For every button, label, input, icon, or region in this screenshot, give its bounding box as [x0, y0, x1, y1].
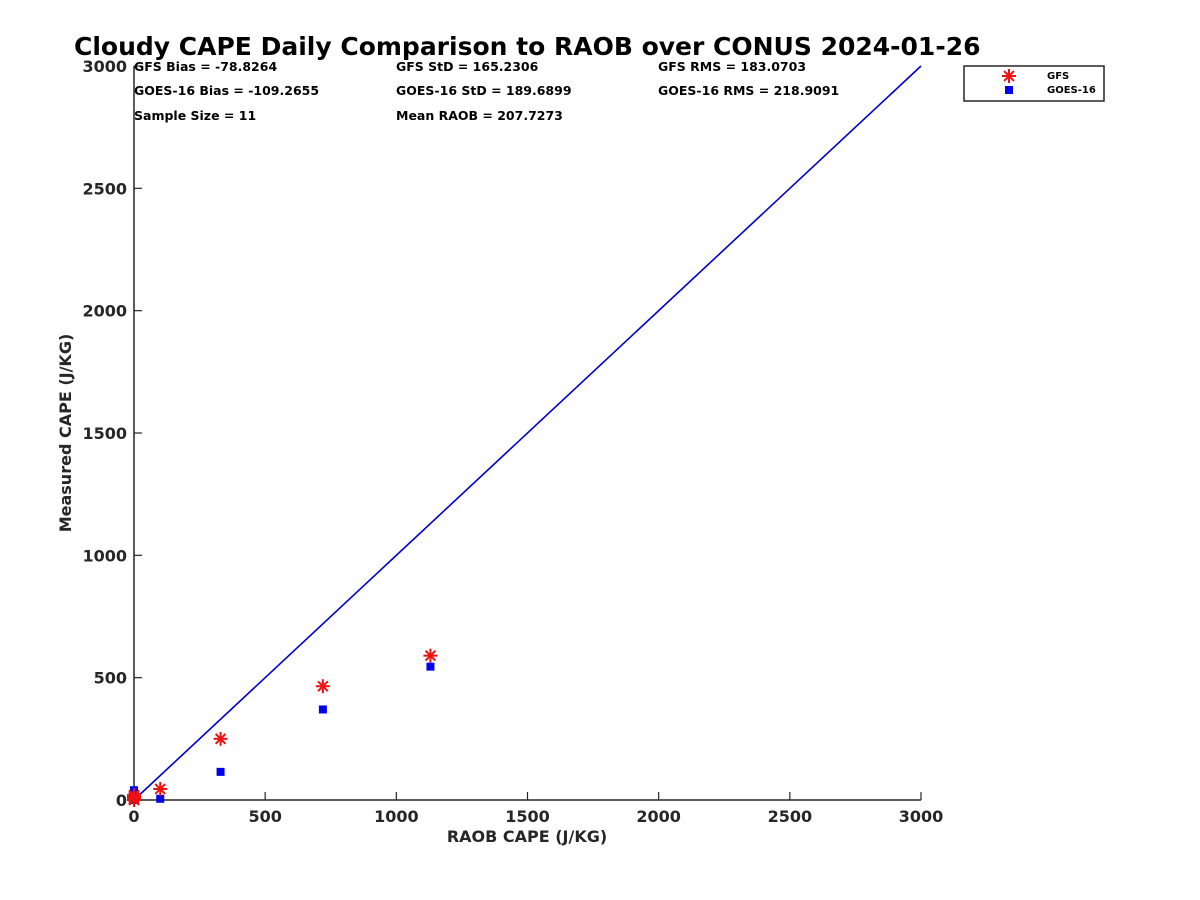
gfs-point	[153, 781, 168, 796]
x-tick-label: 500	[248, 807, 281, 826]
legend-box	[963, 65, 1105, 102]
y-tick-label: 2500	[82, 179, 127, 198]
y-axis-label: Measured CAPE (J/KG)	[56, 334, 75, 533]
y-tick-label: 0	[116, 791, 127, 810]
legend-gfs-marker-shape	[1002, 69, 1016, 83]
statistics-annotations: GFS Bias = -78.8264 GFS StD = 165.2306 G…	[134, 59, 839, 123]
stat-gfs-rms: GFS RMS = 183.0703	[658, 59, 806, 74]
data-points	[127, 648, 438, 807]
x-axis-label: RAOB CAPE (J/KG)	[447, 827, 607, 846]
y-tick-label: 500	[94, 669, 127, 688]
y-tick-label: 2000	[82, 302, 127, 321]
legend-goes16-label: GOES-16	[1047, 85, 1096, 96]
chart-title: Cloudy CAPE Daily Comparison to RAOB ove…	[74, 32, 980, 61]
gfs-point	[127, 793, 141, 807]
stat-mean-raob: Mean RAOB = 207.7273	[396, 108, 563, 123]
legend-goes16-square-icon	[1005, 86, 1013, 94]
legend-gfs-asterisk-icon	[1002, 69, 1016, 83]
stat-goes16-std: GOES-16 StD = 189.6899	[396, 83, 572, 98]
stat-gfs-std: GFS StD = 165.2306	[396, 59, 539, 74]
y-tick-label: 3000	[82, 57, 127, 76]
x-tick-label: 3000	[899, 807, 944, 826]
x-ticks: 0 500 1000 1500 2000 2500 3000	[128, 792, 943, 826]
x-tick-label: 2000	[636, 807, 681, 826]
goes16-point	[216, 767, 225, 776]
x-tick-label: 0	[128, 807, 139, 826]
x-tick-label: 1000	[374, 807, 419, 826]
gfs-point	[315, 679, 330, 694]
stat-goes16-rms: GOES-16 RMS = 218.9091	[658, 83, 839, 98]
stat-gfs-bias: GFS Bias = -78.8264	[134, 59, 277, 74]
y-ticks: 0 500 1000 1500 2000 2500 3000	[82, 57, 142, 810]
x-tick-label: 1500	[505, 807, 550, 826]
goes16-point	[156, 794, 165, 803]
stat-sample-size: Sample Size = 11	[134, 108, 256, 123]
y-tick-label: 1000	[82, 546, 127, 565]
gfs-point	[423, 648, 438, 663]
goes16-point	[426, 662, 435, 671]
legend-gfs-label: GFS	[1047, 71, 1069, 82]
goes16-point	[318, 705, 327, 714]
legend: GFS GOES-16	[963, 65, 1105, 102]
gfs-point	[213, 731, 228, 746]
y-tick-label: 1500	[82, 424, 127, 443]
stat-goes16-bias: GOES-16 Bias = -109.2655	[134, 83, 319, 98]
x-tick-label: 2500	[768, 807, 813, 826]
one-to-one-reference-line	[133, 65, 922, 801]
